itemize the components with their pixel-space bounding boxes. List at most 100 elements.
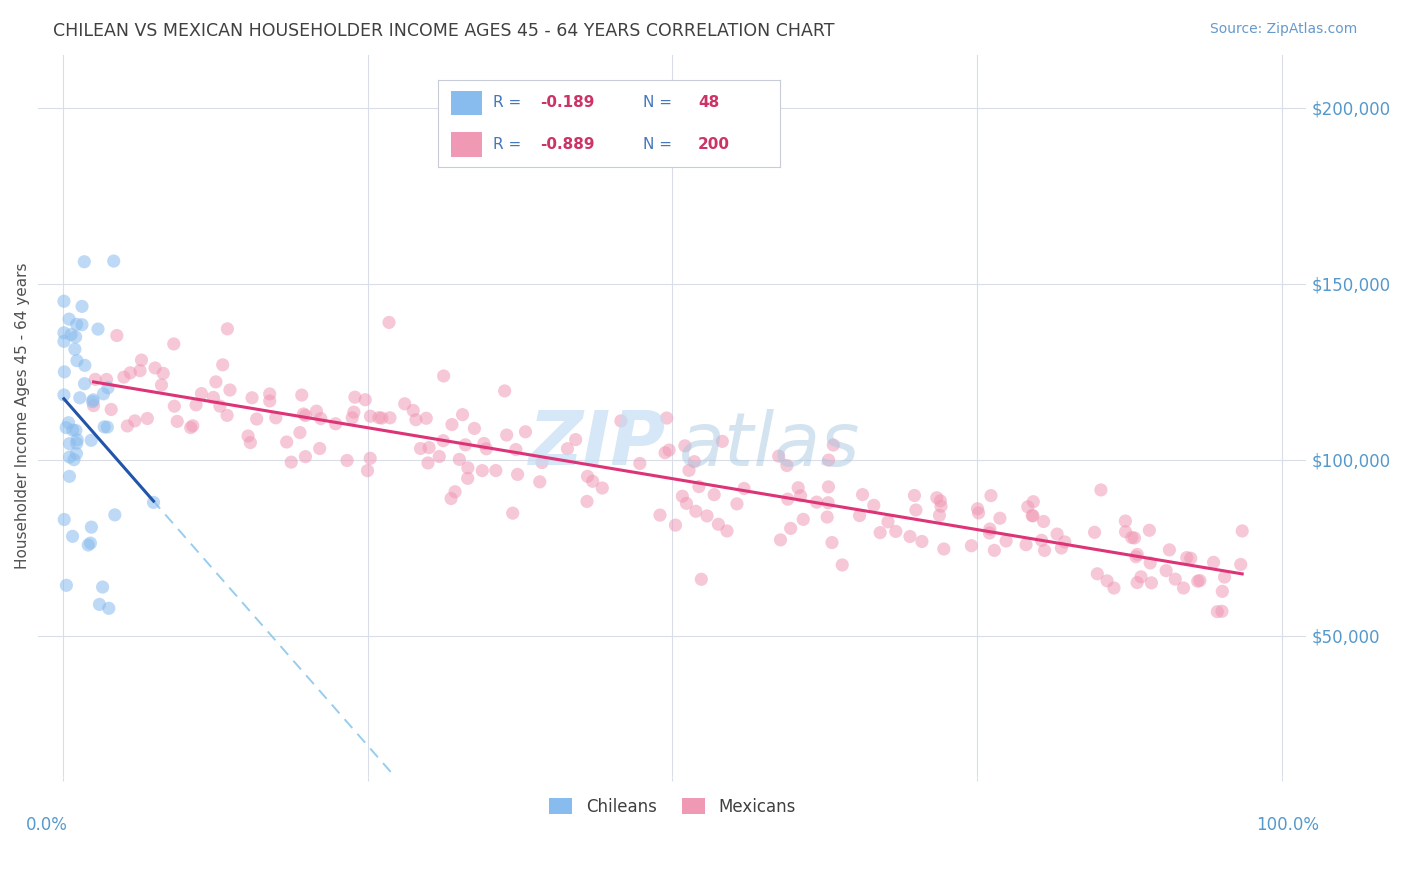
Point: [472, 436, 495, 450]
Point: [208, 399, 231, 413]
Point: [190, 386, 212, 401]
Point: [1031, 533, 1053, 548]
Point: [163, 399, 186, 413]
Point: [776, 492, 799, 507]
Point: [294, 409, 316, 423]
Point: [529, 475, 551, 489]
Point: [707, 517, 730, 532]
Point: [89, 598, 111, 612]
Point: [1125, 549, 1147, 564]
Point: [1121, 531, 1143, 545]
Point: [416, 456, 439, 470]
Point: [664, 518, 686, 533]
Point: [716, 524, 738, 538]
Point: [84, 372, 107, 386]
Point: [202, 391, 225, 405]
Point: [1164, 572, 1187, 586]
Point: [96, 420, 118, 434]
Point: [93, 387, 115, 401]
Point: [929, 500, 952, 514]
Point: [152, 367, 174, 381]
Point: [911, 534, 934, 549]
Point: [280, 455, 302, 469]
Point: [851, 487, 873, 501]
Point: [1175, 550, 1198, 565]
Point: [53, 512, 76, 526]
Point: [979, 522, 1001, 536]
Point: [654, 446, 676, 460]
Point: [733, 482, 755, 496]
Point: [690, 572, 713, 586]
Text: CHILEAN VS MEXICAN HOUSEHOLDER INCOME AGES 45 - 64 YEARS CORRELATION CHART: CHILEAN VS MEXICAN HOUSEHOLDER INCOME AG…: [53, 22, 835, 40]
Point: [142, 495, 165, 509]
Point: [678, 463, 700, 477]
Point: [82, 392, 104, 407]
Point: [129, 364, 152, 378]
Point: [60, 327, 83, 342]
Point: [440, 417, 463, 432]
Point: [52, 334, 75, 349]
Point: [181, 418, 204, 433]
Point: [1232, 524, 1254, 538]
Point: [648, 508, 671, 522]
Point: [1033, 543, 1056, 558]
Point: [73, 376, 96, 391]
Point: [378, 410, 401, 425]
Point: [343, 390, 366, 404]
Point: [52, 294, 75, 309]
Point: [685, 504, 707, 518]
Point: [821, 535, 844, 549]
Point: [995, 534, 1018, 549]
Text: 100.0%: 100.0%: [1256, 816, 1319, 834]
Point: [405, 413, 427, 427]
Point: [576, 469, 599, 483]
Point: [205, 375, 228, 389]
Point: [1015, 538, 1038, 552]
Point: [1115, 524, 1137, 539]
Point: [725, 497, 748, 511]
Point: [531, 456, 554, 470]
Point: [73, 359, 96, 373]
Point: [658, 443, 681, 458]
Point: [675, 496, 697, 510]
Point: [432, 434, 454, 448]
Point: [929, 493, 952, 508]
Point: [62, 529, 84, 543]
Point: [55, 420, 77, 434]
Point: [58, 450, 80, 464]
Point: [1095, 574, 1118, 588]
Point: [564, 433, 586, 447]
Point: [325, 417, 347, 431]
Point: [502, 506, 524, 520]
Point: [505, 442, 527, 457]
Point: [823, 438, 845, 452]
Point: [55, 578, 77, 592]
Point: [1211, 584, 1233, 599]
Point: [65, 424, 87, 438]
Point: [1085, 566, 1108, 581]
Point: [343, 405, 366, 419]
Point: [576, 494, 599, 508]
Point: [65, 446, 87, 460]
Point: [217, 322, 239, 336]
Point: [58, 436, 80, 450]
Point: [276, 435, 298, 450]
Point: [495, 428, 517, 442]
Point: [211, 358, 233, 372]
Point: [112, 370, 135, 384]
Point: [342, 410, 364, 425]
Point: [449, 452, 471, 467]
Point: [1022, 494, 1045, 508]
Point: [1202, 555, 1225, 569]
Point: [103, 254, 125, 268]
Point: [696, 508, 718, 523]
Point: [1090, 483, 1112, 497]
Point: [1139, 556, 1161, 570]
Point: [62, 423, 84, 437]
Point: [97, 601, 120, 615]
Point: [831, 558, 853, 572]
Text: Source: ZipAtlas.com: Source: ZipAtlas.com: [1209, 22, 1357, 37]
Point: [688, 480, 710, 494]
Point: [1137, 523, 1160, 537]
Point: [485, 464, 508, 478]
